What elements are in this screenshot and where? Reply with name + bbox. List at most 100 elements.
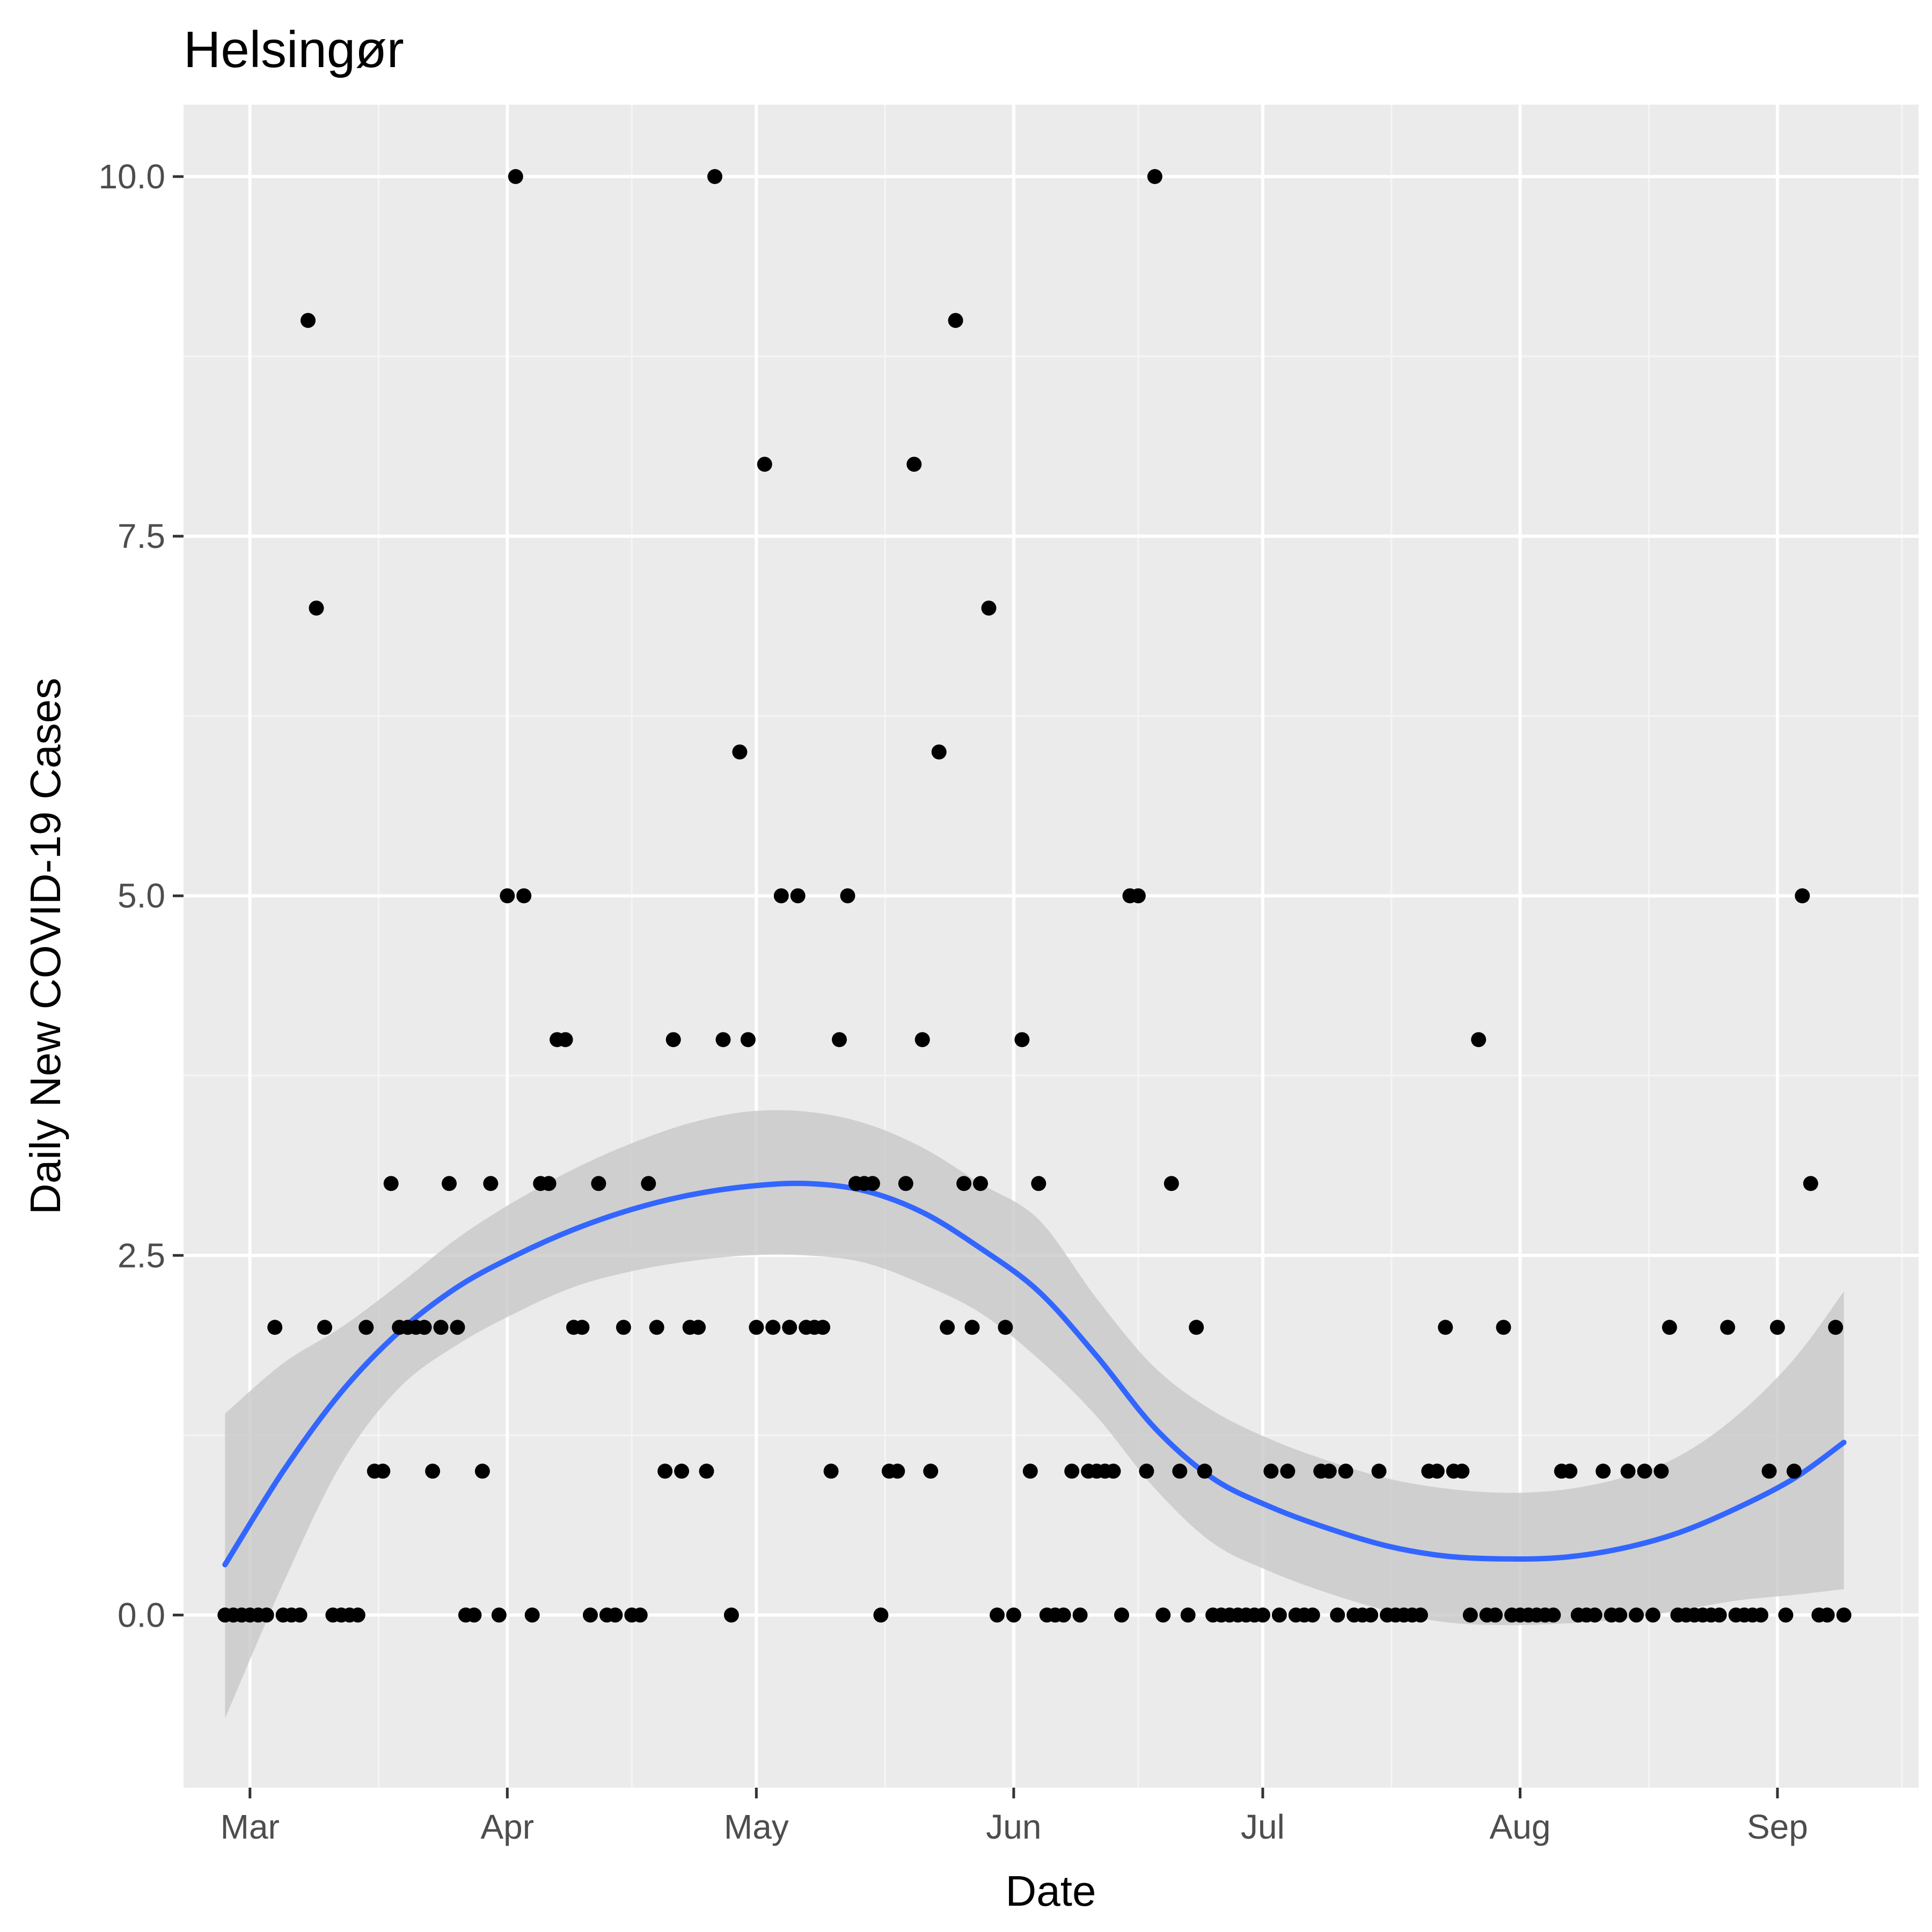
y-tick-label: 2.5 (118, 1236, 165, 1275)
minor-gridlines (184, 105, 1919, 1788)
data-point (732, 744, 748, 760)
data-point (558, 1032, 573, 1048)
x-axis-title: Date (1006, 1867, 1096, 1915)
data-point (375, 1463, 391, 1479)
data-point (1629, 1607, 1644, 1623)
data-point (641, 1176, 656, 1191)
x-tick-label: Mar (221, 1807, 280, 1846)
data-point (973, 1176, 988, 1191)
data-point (433, 1320, 449, 1335)
data-point (898, 1176, 913, 1191)
data-point (964, 1320, 980, 1335)
x-tick-label: Apr (480, 1807, 534, 1846)
data-point (1263, 1463, 1279, 1479)
x-tick-label: Jul (1241, 1807, 1285, 1846)
data-point (981, 601, 997, 616)
data-point (1761, 1463, 1777, 1479)
data-point (823, 1463, 839, 1479)
data-point (1147, 169, 1162, 184)
data-point (782, 1320, 797, 1335)
data-point (1031, 1176, 1046, 1191)
data-point (1720, 1320, 1736, 1335)
data-point (1836, 1607, 1851, 1623)
data-point (1338, 1463, 1353, 1479)
data-point (1006, 1607, 1021, 1623)
data-point (1438, 1320, 1453, 1335)
data-point (1795, 888, 1810, 904)
data-point (1662, 1320, 1677, 1335)
data-point (358, 1320, 374, 1335)
data-point (1828, 1320, 1843, 1335)
data-point (865, 1176, 880, 1191)
data-point (500, 888, 515, 904)
y-axis-title: Daily New COVID-19 Cases (21, 678, 69, 1214)
data-point (442, 1176, 457, 1191)
smooth-trend-line (222, 1180, 1847, 1568)
data-point (998, 1320, 1013, 1335)
data-point (1819, 1607, 1835, 1623)
data-point (583, 1607, 598, 1623)
data-point (1803, 1176, 1818, 1191)
x-tick-label: Aug (1490, 1807, 1551, 1846)
data-point (1471, 1032, 1487, 1048)
data-point (674, 1463, 690, 1479)
data-points (217, 169, 1851, 1623)
y-tick-label: 0.0 (118, 1596, 165, 1634)
data-point (723, 1607, 739, 1623)
data-point (1645, 1607, 1660, 1623)
y-tick-label: 10.0 (98, 157, 165, 196)
data-point (383, 1176, 399, 1191)
data-point (1753, 1607, 1769, 1623)
y-axis: 0.0 2.5 5.0 7.5 10.0 (98, 157, 184, 1634)
data-point (1770, 1320, 1785, 1335)
data-point (1363, 1607, 1379, 1623)
data-point (715, 1032, 731, 1048)
x-axis: Mar Apr May Jun Jul Aug Sep (221, 1788, 1808, 1846)
data-point (1189, 1320, 1204, 1335)
data-point (914, 1032, 930, 1048)
data-point (1056, 1607, 1071, 1623)
data-point (1587, 1607, 1602, 1623)
data-point (948, 313, 963, 328)
data-point (541, 1176, 557, 1191)
data-point (1197, 1463, 1212, 1479)
data-point (1106, 1463, 1121, 1479)
data-point (1139, 1463, 1154, 1479)
data-point (317, 1320, 332, 1335)
data-point (740, 1032, 756, 1048)
data-point (1330, 1607, 1345, 1623)
data-point (632, 1607, 648, 1623)
data-point (616, 1320, 631, 1335)
data-point (1155, 1607, 1171, 1623)
data-point (1429, 1463, 1445, 1479)
data-point (1371, 1463, 1387, 1479)
data-point (1014, 1032, 1030, 1048)
data-point (608, 1607, 623, 1623)
data-point (1255, 1607, 1270, 1623)
data-point (815, 1320, 831, 1335)
y-tick-label: 5.0 (118, 876, 165, 915)
data-point (350, 1607, 365, 1623)
data-point (832, 1032, 847, 1048)
data-point (1072, 1607, 1088, 1623)
data-point (649, 1320, 664, 1335)
x-tick-label: Jun (986, 1807, 1041, 1846)
data-point (773, 888, 789, 904)
data-point (591, 1176, 606, 1191)
data-point (1130, 888, 1146, 904)
data-point (990, 1607, 1005, 1623)
data-point (1620, 1463, 1636, 1479)
y-tick-label: 7.5 (118, 517, 165, 555)
data-point (691, 1320, 706, 1335)
data-point (765, 1320, 781, 1335)
data-point (940, 1320, 955, 1335)
data-point (301, 313, 316, 328)
data-point (1305, 1607, 1320, 1623)
data-point (1114, 1607, 1129, 1623)
data-point (956, 1176, 972, 1191)
data-point (840, 888, 855, 904)
data-point (1321, 1463, 1337, 1479)
data-point (749, 1320, 764, 1335)
data-point (516, 888, 532, 904)
data-point (259, 1607, 274, 1623)
